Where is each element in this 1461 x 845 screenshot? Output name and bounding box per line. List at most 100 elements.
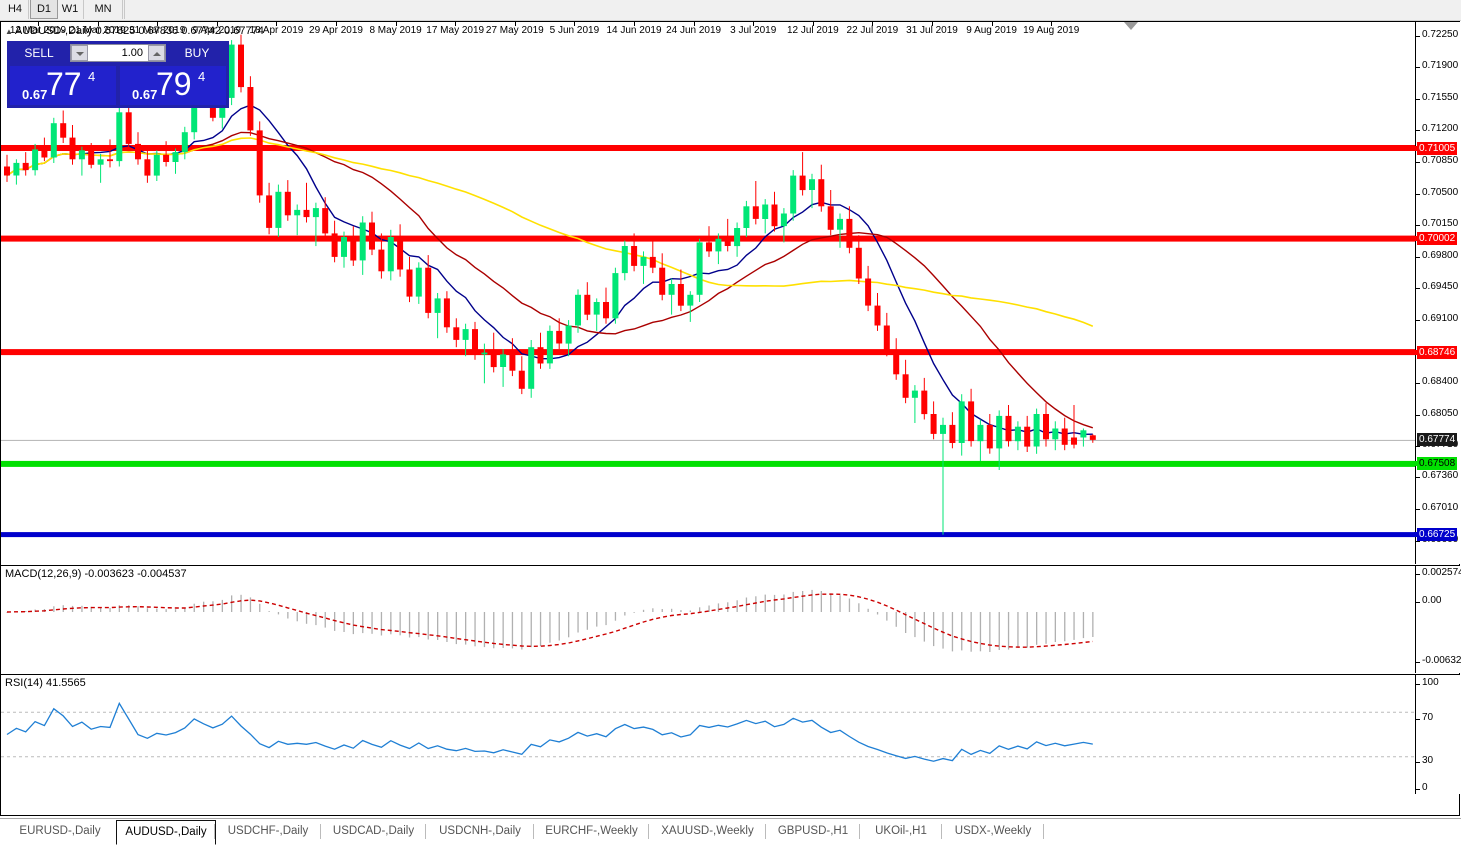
candle [238, 44, 244, 88]
candle [406, 269, 413, 297]
rsi-pane[interactable]: RSI(14) 41.5565 [1, 674, 1415, 795]
macd-bar [380, 612, 383, 636]
candle [528, 347, 535, 389]
chart-tab-xauusd-weekly[interactable]: XAUUSD-,Weekly [661, 825, 754, 837]
volume-increment-button[interactable] [148, 45, 165, 61]
chart-tab-usdcad-daily[interactable]: USDCAD-,Daily [332, 825, 415, 837]
chart-tab-ukoil-h1[interactable]: UKOil-,H1 [875, 825, 927, 837]
chart-tab-usdcnh-daily[interactable]: USDCNH-,Daily [439, 825, 521, 837]
chart-tab-audusd-daily[interactable]: AUDUSD-,Daily [116, 820, 216, 845]
macd-pane[interactable]: MACD(12,26,9) -0.003623 -0.004537 [1, 565, 1415, 674]
candle [865, 278, 872, 306]
price-tag[interactable]: 0.70002 [1414, 232, 1458, 246]
time-axis-label: 8 May 2019 [369, 25, 422, 36]
macd-bar [530, 612, 532, 648]
macd-bar [277, 612, 280, 615]
candle [677, 284, 684, 306]
macd-bar [483, 612, 486, 648]
time-tick [574, 22, 576, 26]
candle [275, 191, 282, 228]
macd-bar [998, 612, 1000, 650]
candle [256, 130, 263, 196]
chart-tab-eurusd-daily[interactable]: EURUSD-,Daily [19, 825, 101, 837]
candle [1089, 435, 1096, 440]
price-scale[interactable]: 0.72250 0.71900 0.71550 0.71200 0.70850 0.705… [1414, 22, 1460, 564]
chart-tab-usdchf-daily[interactable]: USDCHF-,Daily [227, 825, 309, 837]
macd-bar [118, 605, 120, 612]
macd-bar [989, 612, 991, 652]
candle [855, 247, 862, 279]
candle [743, 206, 750, 228]
macd-bar [596, 612, 598, 627]
price-tag[interactable]: 0.71005 [1414, 141, 1458, 155]
collapse-arrow-icon[interactable]: ▲ [5, 26, 13, 36]
macd-bar [1017, 612, 1019, 648]
chart-tab-eurchf-weekly[interactable]: EURCHF-,Weekly [545, 825, 638, 837]
price-pane[interactable]: ▲ AUDUSD-,Daily 0.67825 0.67836 0.67742 0… [1, 22, 1415, 564]
volume-decrement-button[interactable] [71, 45, 88, 61]
sell-button[interactable]: SELL [12, 44, 66, 62]
macd-bar [521, 612, 523, 650]
price-tag[interactable]: 0.67508 [1414, 457, 1458, 471]
price-tag[interactable]: 0.67774 [1417, 433, 1458, 447]
macd-bar [633, 612, 635, 613]
timeframe-button-h4[interactable]: H4 [2, 0, 29, 19]
macd-bar [933, 612, 935, 647]
tab-separator [533, 824, 534, 839]
macd-bar [296, 612, 298, 622]
chart-tab-gbpusd-h1[interactable]: GBPUSD-,H1 [777, 825, 849, 837]
candle [69, 137, 76, 160]
one-click-trading-panel[interactable]: SELL 1.00 BUY 0.67 77 4 0.67 79 4 [7, 41, 229, 108]
price-tag-marker [1414, 236, 1419, 242]
price-tag-marker [1414, 461, 1419, 467]
candle [790, 175, 797, 214]
macd-bar [764, 594, 766, 612]
candle [546, 330, 553, 364]
buy-quote[interactable]: 0.67 79 4 [120, 66, 226, 105]
macd-bar [642, 609, 645, 612]
rsi-scale[interactable]: 100 70 30 0 [1415, 674, 1460, 794]
macd-bar [558, 612, 560, 641]
macd-bar [305, 612, 308, 624]
rsi-label: RSI(14) 41.5565 [5, 677, 86, 689]
candle [60, 123, 67, 138]
crosshair-top-marker [1124, 22, 1138, 30]
timeframe-button-w1[interactable]: W1 [57, 0, 84, 19]
time-axis-label: 18 Apr 2019 [249, 25, 304, 36]
time-axis-label: 12 Mar 2019 [9, 25, 67, 36]
candle [4, 166, 10, 176]
macd-bar [586, 612, 588, 630]
macd-bar [830, 593, 832, 612]
macd-bar [1092, 612, 1094, 637]
macd-bar [511, 612, 514, 649]
candle [911, 390, 918, 398]
timeframe-button-d1[interactable]: D1 [30, 0, 58, 19]
macd-bar [1026, 612, 1028, 648]
candle [883, 325, 890, 351]
candle [153, 154, 160, 176]
price-tag-marker [1414, 532, 1419, 538]
price-tag[interactable]: 0.66725 [1414, 528, 1458, 542]
macd-bar [324, 612, 326, 628]
candle [968, 401, 975, 442]
candle [668, 284, 675, 295]
chart-tab-bar[interactable]: EURUSD-,Daily AUDUSD-,Daily USDCHF-,Daily U… [0, 818, 1461, 845]
timeframe-button-mn[interactable]: MN [84, 0, 123, 19]
chart-tab-usdx-weekly[interactable]: USDX-,Weekly [954, 825, 1032, 837]
macd-bar [867, 608, 869, 612]
candle [387, 237, 394, 272]
macd-bar [549, 612, 551, 643]
time-tick [932, 22, 933, 26]
price-tag[interactable]: 0.68746 [1414, 345, 1458, 359]
tab-separator [765, 824, 766, 839]
macd-bar [820, 591, 822, 612]
volume-value[interactable]: 1.00 [121, 47, 143, 59]
volume-stepper[interactable]: 1.00 [70, 44, 166, 62]
chevron-down-icon [76, 52, 84, 56]
sell-quote[interactable]: 0.67 77 4 [10, 66, 116, 105]
buy-button[interactable]: BUY [170, 44, 224, 62]
level-line-resistance-2 [1, 235, 1415, 242]
time-axis-label: 31 Mar 2019 [129, 25, 186, 36]
macd-bar [502, 612, 504, 648]
